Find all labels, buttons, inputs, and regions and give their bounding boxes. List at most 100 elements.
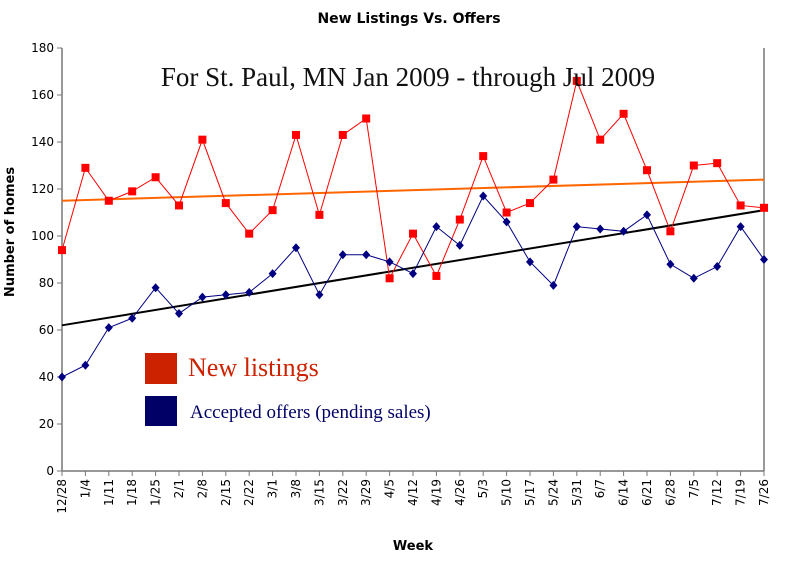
data-point-accepted-offers	[151, 283, 160, 293]
x-tick-label: 1/18	[125, 479, 139, 506]
data-point-new-listings	[175, 201, 183, 210]
data-point-new-listings	[385, 274, 394, 283]
x-tick-label: 2/22	[242, 479, 256, 506]
data-point-new-listings	[432, 271, 441, 280]
data-point-new-listings	[479, 152, 488, 161]
data-point-new-listings	[268, 206, 277, 215]
data-point-accepted-offers	[455, 240, 464, 250]
data-point-new-listings	[549, 175, 558, 184]
x-axis: 12/28 1/4 1/11 1/18 1/25 2/1 2/8 2/15 2/22 3/1 3/8…	[55, 470, 771, 514]
data-point-new-listings	[221, 199, 230, 208]
data-point-new-listings	[315, 210, 324, 219]
data-point-accepted-offers	[128, 313, 137, 323]
data-point-accepted-offers	[666, 259, 675, 269]
x-tick-label: 5/3	[476, 479, 490, 498]
data-point-new-listings	[643, 166, 651, 175]
data-point-new-listings	[713, 159, 722, 168]
y-tick-label: 40	[39, 370, 54, 384]
data-point-accepted-offers	[385, 257, 394, 267]
x-tick-label: 3/29	[359, 479, 373, 506]
data-point-accepted-offers	[713, 262, 722, 272]
data-point-new-listings	[104, 196, 113, 205]
trendline-accepted-offers	[61, 209, 765, 327]
x-tick-label: 7/19	[734, 479, 748, 506]
data-point-accepted-offers	[338, 250, 347, 260]
series-group	[58, 76, 768, 382]
data-point-accepted-offers	[596, 224, 605, 234]
data-point-new-listings	[455, 215, 464, 224]
data-point-new-listings	[362, 114, 371, 123]
y-tick-label: 180	[31, 41, 54, 55]
data-point-accepted-offers	[198, 292, 207, 302]
data-point-accepted-offers	[432, 222, 441, 232]
trendline-new-listings	[61, 178, 765, 202]
x-tick-label: 1/25	[149, 479, 163, 506]
data-point-accepted-offers	[315, 290, 324, 300]
data-point-accepted-offers	[760, 255, 768, 264]
x-tick-label: 1/11	[102, 479, 116, 506]
y-tick-label: 20	[39, 417, 54, 431]
data-point-accepted-offers	[409, 269, 417, 279]
data-point-new-listings	[736, 201, 745, 210]
y-tick-label: 60	[39, 323, 54, 337]
x-axis-label: Week	[393, 539, 434, 554]
data-point-new-listings	[619, 109, 628, 118]
legend-swatch-new-listings	[145, 353, 177, 384]
legend-swatch-accepted-offers	[145, 396, 177, 426]
x-tick-label: 4/19	[429, 479, 443, 506]
series-line-accepted-offers	[61, 195, 765, 378]
x-tick-label: 5/17	[523, 479, 537, 506]
trendlines	[61, 178, 765, 327]
data-point-accepted-offers	[549, 280, 558, 290]
data-point-accepted-offers	[619, 226, 628, 236]
x-tick-label: 6/21	[640, 479, 654, 506]
data-point-accepted-offers	[479, 191, 488, 201]
y-axis-label: Number of homes	[3, 167, 18, 297]
data-point-new-listings	[81, 163, 90, 172]
y-tick-label: 140	[31, 135, 54, 149]
chart-title: New Listings Vs. Offers	[317, 11, 500, 27]
x-tick-label: 5/31	[570, 479, 584, 506]
x-tick-label: 12/28	[55, 479, 69, 514]
x-tick-label: 2/1	[172, 479, 186, 498]
x-tick-label: 2/8	[195, 479, 209, 498]
data-point-new-listings	[409, 229, 417, 238]
data-point-new-listings	[502, 208, 511, 217]
data-point-accepted-offers	[643, 210, 651, 220]
y-tick-label: 160	[31, 88, 54, 102]
data-point-new-listings	[58, 246, 66, 255]
data-point-new-listings	[572, 76, 581, 85]
x-tick-label: 7/12	[710, 479, 724, 506]
data-point-new-listings	[338, 130, 347, 139]
x-tick-label: 4/12	[406, 479, 420, 506]
y-axis: 0 20 40 60 80 100 120 140 160 180	[31, 41, 765, 478]
data-point-accepted-offers	[268, 269, 277, 279]
data-point-new-listings	[292, 130, 300, 139]
x-tick-label: 3/15	[312, 479, 326, 506]
x-tick-label: 4/26	[453, 479, 467, 506]
x-tick-label: 7/5	[687, 479, 701, 498]
x-tick-label: 2/15	[219, 479, 233, 506]
y-tick-label: 80	[39, 276, 54, 290]
chart-annotation: For St. Paul, MN Jan 2009 - through Jul …	[161, 62, 655, 92]
x-tick-label: 7/26	[757, 479, 771, 506]
series-line-new-listings	[61, 79, 765, 280]
data-point-new-listings	[526, 199, 534, 208]
legend-label-new-listings: New listings	[188, 353, 319, 382]
x-tick-label: 6/7	[593, 479, 607, 498]
data-point-accepted-offers	[81, 360, 90, 370]
data-point-accepted-offers	[104, 323, 113, 333]
data-point-new-listings	[245, 229, 254, 238]
y-tick-label: 0	[46, 464, 54, 478]
data-point-new-listings	[760, 203, 768, 212]
data-point-accepted-offers	[526, 257, 534, 267]
data-point-accepted-offers	[245, 287, 254, 297]
x-tick-label: 5/10	[500, 479, 514, 506]
data-point-new-listings	[689, 161, 698, 170]
y-tick-label: 100	[31, 229, 54, 243]
x-tick-label: 5/24	[546, 479, 560, 506]
data-point-new-listings	[596, 135, 605, 144]
data-point-accepted-offers	[362, 250, 371, 260]
data-point-accepted-offers	[502, 217, 511, 227]
